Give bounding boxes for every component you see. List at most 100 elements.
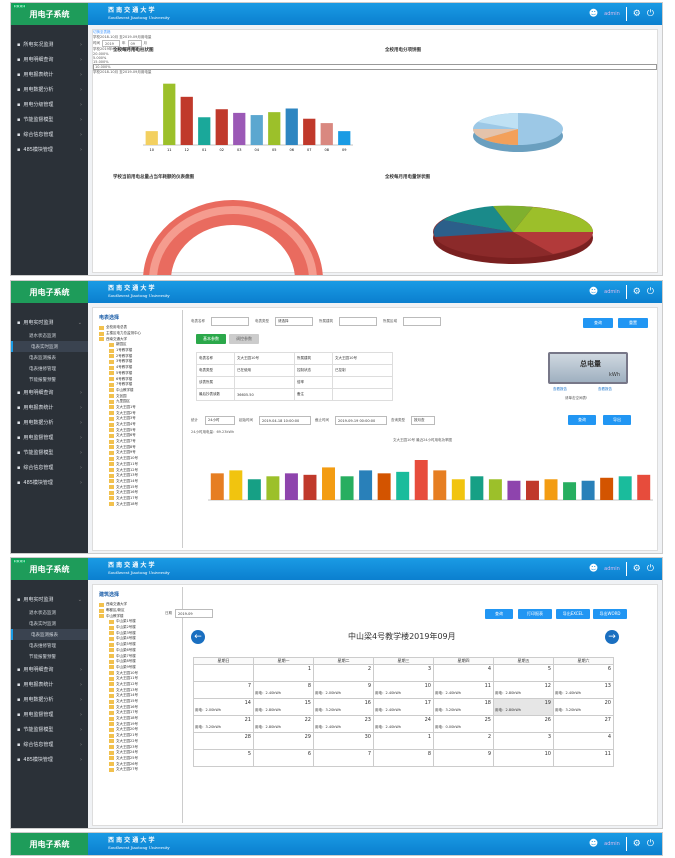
end-time-input[interactable]: 2019-09-19 00:00:00 bbox=[335, 416, 387, 425]
tree-node[interactable]: 3号教学楼 bbox=[95, 359, 182, 365]
bar[interactable] bbox=[233, 112, 246, 145]
app-brand[interactable]: 用电子系统 bbox=[11, 833, 88, 855]
calendar-day[interactable]: 7 bbox=[313, 749, 374, 767]
calendar-day[interactable]: 12 用电：2.80kWh bbox=[493, 681, 554, 699]
tree-node[interactable]: 文大王园22号 bbox=[95, 739, 182, 745]
bar[interactable] bbox=[581, 480, 595, 500]
sidebar-subitem[interactable]: 电表实时监测 bbox=[29, 621, 56, 627]
tree-node[interactable]: 新园区 bbox=[95, 342, 182, 348]
tree-node[interactable]: 文大王园21号 bbox=[95, 733, 182, 739]
user-icon[interactable]: ☻ bbox=[588, 287, 599, 297]
bar[interactable] bbox=[145, 131, 158, 145]
tree-node[interactable]: 文大王园15号 bbox=[95, 699, 182, 705]
stat-select[interactable]: 24小时 bbox=[205, 416, 235, 425]
export-word-button[interactable]: 导出WORD bbox=[593, 609, 627, 619]
bar[interactable] bbox=[303, 474, 317, 500]
app-brand[interactable]: (((()))) 用电子系统 bbox=[11, 558, 88, 580]
power-icon[interactable]: ⏻ bbox=[646, 287, 654, 297]
sidebar-item[interactable]: ▪ 用电数据分析 › bbox=[11, 82, 88, 97]
tree-node[interactable]: 中山梁1号楼 bbox=[95, 619, 182, 625]
tree-node[interactable]: 文大王园19号 bbox=[95, 721, 182, 727]
calendar-day[interactable]: 30 bbox=[313, 732, 374, 750]
query-button[interactable]: 查询 bbox=[485, 609, 513, 619]
bar[interactable] bbox=[284, 473, 298, 500]
sidebar-item[interactable]: ▪ 用电监督管理 › bbox=[11, 707, 88, 722]
area-input[interactable] bbox=[403, 317, 441, 326]
sidebar-item[interactable]: ▪ 用电报表统计 › bbox=[11, 677, 88, 692]
tree-node[interactable]: 文大王园26号 bbox=[95, 761, 182, 767]
bar[interactable] bbox=[377, 473, 391, 500]
bar[interactable] bbox=[396, 471, 410, 500]
tree-node[interactable]: 文大王园11号 bbox=[95, 676, 182, 682]
meter-link-1[interactable]: 查看报告 bbox=[553, 387, 567, 391]
tree-node[interactable]: 文大王园27号 bbox=[95, 767, 182, 773]
gear-icon[interactable]: ⚙ bbox=[632, 839, 641, 849]
calendar-day[interactable]: 3 bbox=[493, 732, 554, 750]
tree-node[interactable]: 4号教学楼 bbox=[95, 365, 182, 371]
calendar-day[interactable]: 18 用电：3.20kWh bbox=[433, 698, 494, 716]
user-icon[interactable]: ☻ bbox=[588, 839, 599, 849]
calendar-day[interactable]: 21 用电：3.20kWh bbox=[193, 715, 254, 733]
calendar-day[interactable]: 23 用电：2.40kWh bbox=[313, 715, 374, 733]
year-select[interactable]: 2019 bbox=[102, 40, 120, 47]
sidebar-item[interactable]: ▪ 485模块管理 › bbox=[11, 142, 88, 157]
tree-node[interactable]: 西南交通大学 bbox=[95, 336, 182, 342]
tree-node[interactable]: 文大王园1号 bbox=[95, 405, 182, 411]
sidebar-item[interactable]: ▪ 用电数据分析 › bbox=[11, 692, 88, 707]
calendar-day[interactable]: 24 用电：2.40kWh bbox=[373, 715, 434, 733]
username[interactable]: admin bbox=[604, 289, 620, 295]
calendar-day[interactable]: 20 用电：3.20kWh bbox=[553, 698, 614, 716]
meter-type-select[interactable]: 请选择 bbox=[275, 317, 313, 326]
tree-node[interactable]: 文大王园10号 bbox=[95, 670, 182, 676]
power-icon[interactable]: ⏻ bbox=[646, 564, 654, 574]
bar[interactable] bbox=[163, 83, 176, 145]
username[interactable]: admin bbox=[604, 566, 620, 572]
tree-node[interactable]: 文大王园6号 bbox=[95, 433, 182, 439]
tree-node[interactable]: 文大王园17号 bbox=[95, 710, 182, 716]
month-select[interactable]: 09 bbox=[127, 40, 142, 47]
export-button[interactable]: 导出 bbox=[603, 415, 631, 425]
calendar-day[interactable]: 2 bbox=[433, 732, 494, 750]
tree-node[interactable]: 文大王园5号 bbox=[95, 427, 182, 433]
tree-node[interactable]: 文大王园2号 bbox=[95, 410, 182, 416]
sidebar-item[interactable]: ▪ 用电数据分析 › bbox=[11, 415, 88, 430]
tree-node[interactable]: 6号教学楼 bbox=[95, 376, 182, 382]
calendar-day[interactable]: 1 bbox=[253, 664, 314, 682]
bar[interactable] bbox=[618, 476, 632, 500]
sidebar-subitem[interactable]: 节能报警预警 bbox=[29, 654, 56, 660]
tree-node[interactable]: 文大王园14号 bbox=[95, 479, 182, 485]
bar[interactable] bbox=[303, 118, 316, 145]
calendar-day[interactable]: 4 bbox=[433, 664, 494, 682]
tree-node[interactable]: 西南交通大学 bbox=[95, 602, 182, 608]
calendar-day[interactable]: 6 bbox=[553, 664, 614, 682]
sidebar-subitem[interactable]: 电表维修管理 bbox=[29, 643, 56, 649]
bar[interactable] bbox=[266, 476, 280, 500]
tree-node[interactable]: 2号教学楼 bbox=[95, 353, 182, 359]
export-excel-button[interactable]: 导出EXCEL bbox=[556, 609, 590, 619]
calendar-day[interactable]: 27 bbox=[553, 715, 614, 733]
bar[interactable] bbox=[414, 460, 428, 500]
bar[interactable] bbox=[198, 117, 211, 145]
calendar-day[interactable]: 19 用电：2.80kWh bbox=[493, 698, 554, 716]
bar[interactable] bbox=[210, 473, 224, 500]
tree-node[interactable]: 7号教学楼 bbox=[95, 382, 182, 388]
sidebar-item[interactable]: ▪ 用电分级管理 › bbox=[11, 97, 88, 112]
calendar-day[interactable] bbox=[193, 664, 254, 682]
sidebar-item-expanded[interactable]: ▪ 用电实时监测 ⌄ bbox=[11, 592, 88, 607]
print-button[interactable]: 打印报表 bbox=[518, 609, 552, 619]
tree-node[interactable]: 中山梁8号楼 bbox=[95, 659, 182, 665]
date-input[interactable]: 2019-09 bbox=[175, 609, 213, 618]
calendar-day[interactable]: 8 用电：2.40kWh bbox=[253, 681, 314, 699]
sidebar-item[interactable]: ▪ 节能监督模型 › bbox=[11, 112, 88, 127]
gear-icon[interactable]: ⚙ bbox=[632, 287, 641, 297]
bar[interactable] bbox=[488, 479, 502, 500]
sidebar-item[interactable]: ▪ 用电明细查询 › bbox=[11, 52, 88, 67]
user-icon[interactable]: ☻ bbox=[588, 564, 599, 574]
sidebar-item[interactable]: ▪ 485模块管理 › bbox=[11, 475, 88, 490]
app-brand[interactable]: (((()))) 用电子系统 bbox=[11, 3, 88, 25]
bar[interactable] bbox=[600, 477, 614, 500]
tree-node[interactable]: 文大王园12号 bbox=[95, 682, 182, 688]
tree-node[interactable]: 中山教学楼 bbox=[95, 388, 182, 394]
sidebar-item[interactable]: ▪ 综合信息管理 › bbox=[11, 737, 88, 752]
sidebar-subitem[interactable]: 电表维修管理 bbox=[29, 366, 56, 372]
